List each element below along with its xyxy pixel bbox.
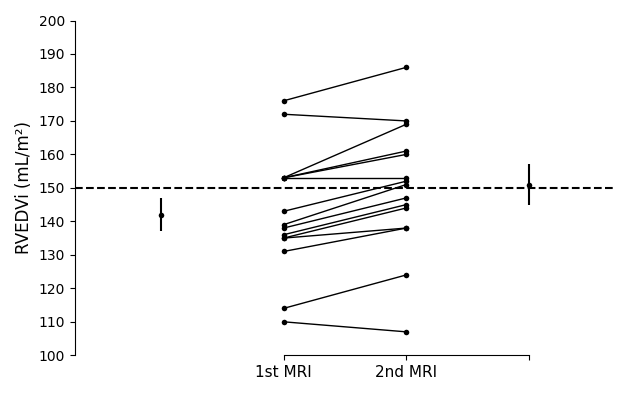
- Y-axis label: RVEDVi (mL/m²): RVEDVi (mL/m²): [15, 121, 33, 254]
